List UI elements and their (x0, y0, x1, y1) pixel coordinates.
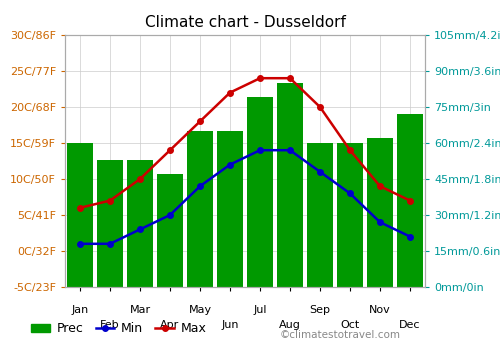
Max (347, 148, 353, 152)
Text: May: May (188, 304, 212, 315)
Max (107, 198, 113, 203)
Text: Feb: Feb (100, 320, 120, 330)
Text: Nov: Nov (369, 304, 391, 315)
Min (317, 170, 323, 174)
Bar (277, 83, 303, 287)
Max (407, 198, 413, 203)
Legend: Prec, Min, Max: Prec, Min, Max (26, 317, 211, 340)
Bar (397, 114, 423, 287)
Min (167, 213, 173, 217)
Text: ©climatestotravel.com: ©climatestotravel.com (280, 329, 401, 340)
Text: Mar: Mar (130, 304, 150, 315)
Bar (247, 97, 273, 287)
Text: Dec: Dec (399, 320, 421, 330)
Min (77, 242, 83, 246)
Title: Climate chart - Dusseldorf: Climate chart - Dusseldorf (144, 15, 346, 30)
Min (377, 220, 383, 224)
Min (197, 184, 203, 188)
Text: Jun: Jun (221, 320, 239, 330)
Bar (187, 131, 213, 287)
Line: Max: Max (77, 75, 413, 211)
Max (317, 105, 323, 109)
Bar (307, 143, 333, 287)
Max (257, 76, 263, 80)
Min (407, 234, 413, 239)
Max (197, 119, 203, 124)
Min (347, 191, 353, 196)
Min (227, 162, 233, 167)
Min (257, 148, 263, 152)
Max (137, 177, 143, 181)
Bar (67, 143, 93, 287)
Bar (217, 131, 243, 287)
Max (167, 148, 173, 152)
Bar (337, 143, 363, 287)
Text: Aug: Aug (279, 320, 301, 330)
Text: Apr: Apr (160, 320, 180, 330)
Text: Jul: Jul (254, 304, 267, 315)
Min (137, 227, 143, 231)
Max (77, 206, 83, 210)
Text: Jan: Jan (72, 304, 88, 315)
Text: Sep: Sep (310, 304, 330, 315)
Max (287, 76, 293, 80)
Max (227, 91, 233, 95)
Bar (367, 138, 393, 287)
Min (107, 242, 113, 246)
Text: Oct: Oct (340, 320, 359, 330)
Bar (97, 160, 123, 287)
Min (287, 148, 293, 152)
Max (377, 184, 383, 188)
Bar (157, 174, 183, 287)
Bar (127, 160, 153, 287)
Line: Min: Min (77, 147, 413, 247)
